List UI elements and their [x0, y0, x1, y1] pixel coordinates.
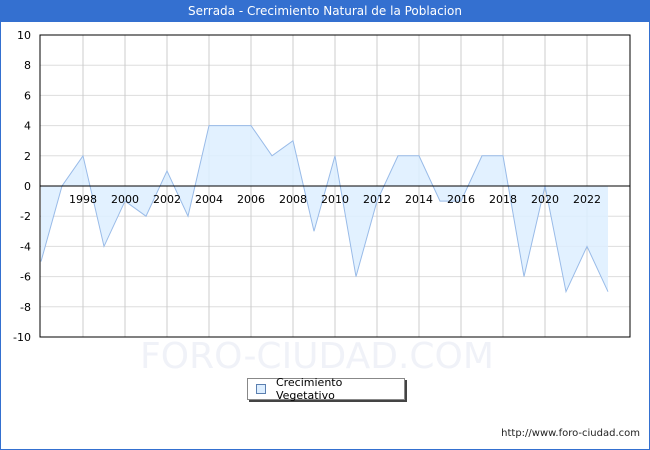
x-tick-label: 2000 — [111, 193, 139, 206]
area-fill — [41, 125, 608, 292]
y-tick-label: -4 — [20, 240, 31, 253]
series-line — [40, 125, 609, 294]
x-tick-label: 2010 — [321, 193, 349, 206]
x-tick-label: 1998 — [69, 193, 97, 206]
x-tick-label: 2018 — [489, 193, 517, 206]
x-tick-label: 2002 — [153, 193, 181, 206]
plot-border — [39, 34, 631, 338]
y-tick-label: 4 — [24, 120, 31, 133]
legend-label: Crecimiento Vegetativo — [275, 376, 343, 402]
x-tick-label: 2008 — [279, 193, 307, 206]
source-url: http://www.foro-ciudad.com — [501, 428, 640, 439]
x-tick-label: 2012 — [363, 193, 391, 206]
y-tick-label: 10 — [17, 29, 31, 42]
watermark: FORO-CIUDAD.COM — [140, 336, 494, 377]
x-tick-label: 2004 — [195, 193, 223, 206]
y-tick-label: -8 — [20, 301, 31, 314]
y-tick-label: 2 — [24, 150, 31, 163]
x-tick-label: 2014 — [405, 193, 433, 206]
legend: Crecimiento Vegetativo — [247, 376, 405, 402]
legend-swatch-icon — [256, 384, 266, 394]
y-tick-label: -6 — [20, 271, 31, 284]
y-tick-label: -10 — [13, 331, 31, 344]
x-tick-label: 2020 — [531, 193, 559, 206]
x-tick-label: 2022 — [573, 193, 601, 206]
y-tick-label: 8 — [24, 59, 31, 72]
y-tick-label: -2 — [20, 210, 31, 223]
x-tick-label: 2006 — [237, 193, 265, 206]
y-tick-label: 0 — [24, 180, 31, 193]
chart-title: Serrada - Crecimiento Natural de la Pobl… — [0, 0, 650, 22]
x-tick-label: 2016 — [447, 193, 475, 206]
y-tick-label: 6 — [24, 89, 31, 102]
